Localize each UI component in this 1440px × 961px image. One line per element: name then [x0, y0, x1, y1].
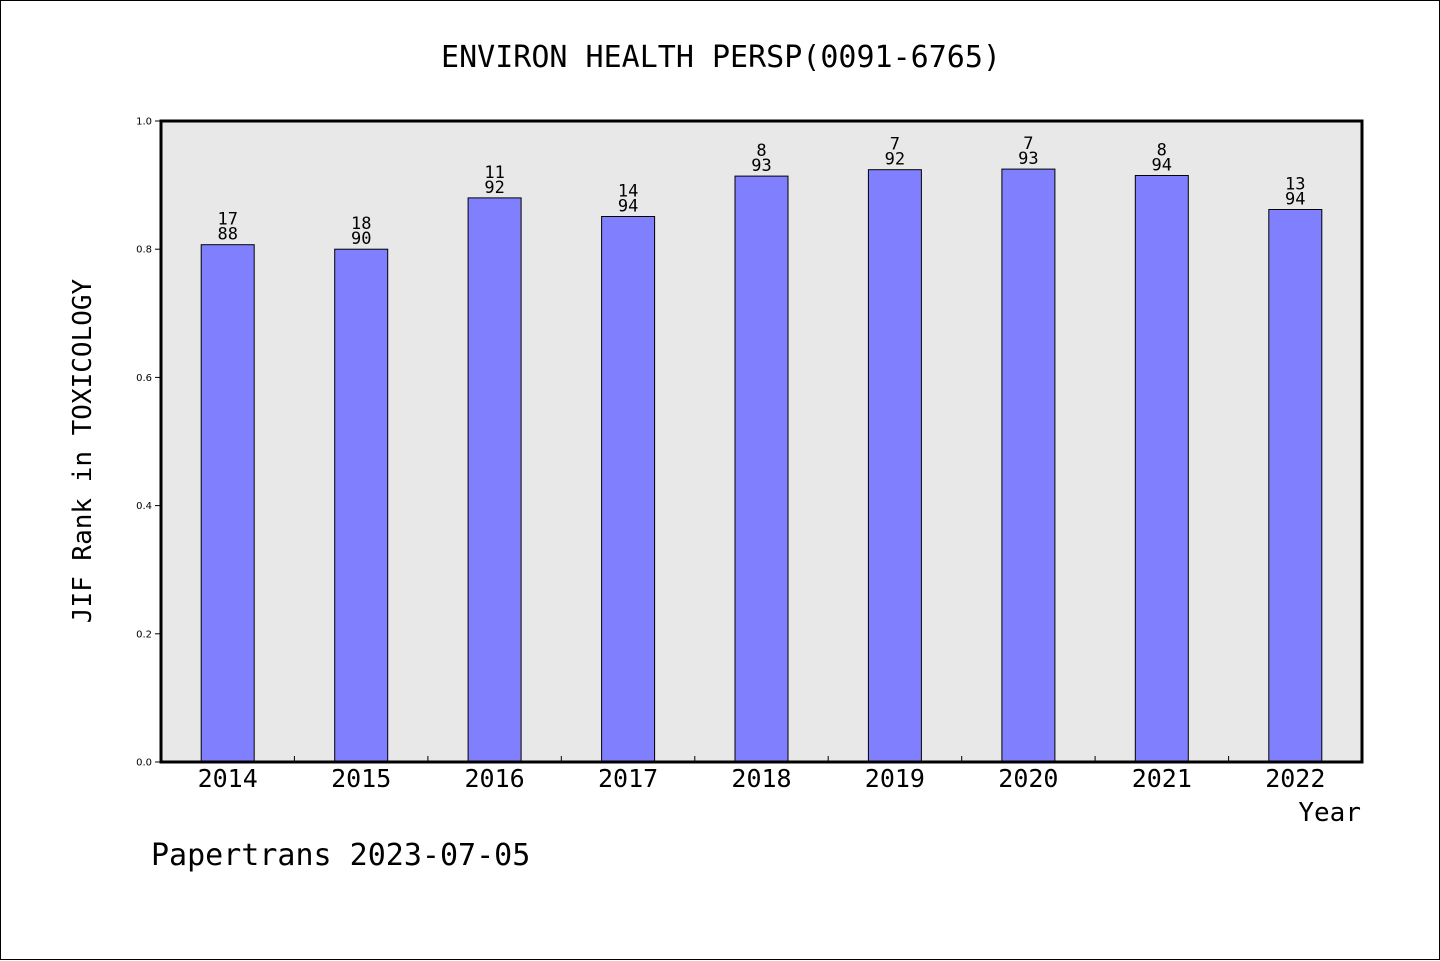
y-tick-label-1.0: 1.0 [136, 117, 152, 128]
bar-label-rank-2017: 14 [618, 182, 638, 202]
bar-2019 [867, 169, 922, 763]
bar-label-total-2019: 92 [885, 150, 905, 170]
x-tick-label-2014: 2014 [198, 764, 258, 793]
bar-label-rank-2020: 7 [1023, 134, 1033, 154]
x-tick-label-2016: 2016 [464, 764, 524, 793]
bar-label-rank-2022: 13 [1285, 175, 1305, 195]
y-axis-label: JIF Rank in TOXICOLOGY [68, 278, 98, 623]
y-tick-label-0.4: 0.4 [136, 501, 152, 512]
bar-label-rank-2016: 11 [484, 163, 504, 183]
x-tick-label-2019: 2019 [865, 764, 925, 793]
chart-title: ENVIRON HEALTH PERSP(0091-6765) [441, 40, 1001, 75]
bar-2015 [334, 248, 389, 763]
x-tick-label-2021: 2021 [1132, 764, 1192, 793]
bar-label-total-2021: 94 [1152, 156, 1172, 176]
bar-label-total-2020: 93 [1018, 149, 1038, 169]
y-tick-label-0.2: 0.2 [136, 629, 152, 640]
bar-label-rank-2014: 17 [217, 210, 237, 230]
y-tick-label-0.6: 0.6 [136, 373, 152, 384]
bar-label-total-2016: 92 [484, 178, 504, 198]
bar-2014 [200, 244, 255, 763]
x-axis-label: Year [1298, 798, 1361, 828]
y-axis: 0.0 0.2 0.4 0.6 0.8 1.0 [136, 117, 161, 769]
bar-label-total-2018: 93 [751, 156, 771, 176]
bar-2016 [467, 197, 522, 763]
x-tick-label-2018: 2018 [731, 764, 791, 793]
bar-2018 [734, 175, 789, 763]
bar-label-total-2022: 94 [1285, 190, 1305, 210]
x-tick-label-2022: 2022 [1265, 764, 1325, 793]
bars-layer [200, 168, 1323, 763]
x-axis: 2014 2015 2016 2017 2018 2019 2020 2021 2022 [198, 756, 1325, 793]
x-tick-label-2015: 2015 [331, 764, 391, 793]
bar-label-rank-2019: 7 [890, 135, 900, 155]
bar-label-total-2017: 94 [618, 197, 638, 217]
bar-2017 [601, 216, 656, 763]
bar-2020 [1001, 168, 1056, 763]
bar-label-rank-2021: 8 [1157, 141, 1167, 161]
x-tick-label-2017: 2017 [598, 764, 658, 793]
x-tick-label-2020: 2020 [998, 764, 1058, 793]
bar-2021 [1134, 175, 1189, 763]
bar-2022 [1268, 209, 1323, 763]
plot-frame [159, 119, 1364, 764]
y-tick-label-0.0: 0.0 [136, 758, 152, 769]
footer-date: Papertrans 2023-07-05 [151, 838, 530, 873]
bar-label-total-2015: 90 [351, 229, 371, 249]
bar-label-total-2014: 88 [217, 225, 237, 245]
y-tick-label-0.8: 0.8 [136, 245, 152, 256]
bar-label-rank-2018: 8 [756, 141, 766, 161]
bar-label-rank-2015: 18 [351, 214, 371, 234]
